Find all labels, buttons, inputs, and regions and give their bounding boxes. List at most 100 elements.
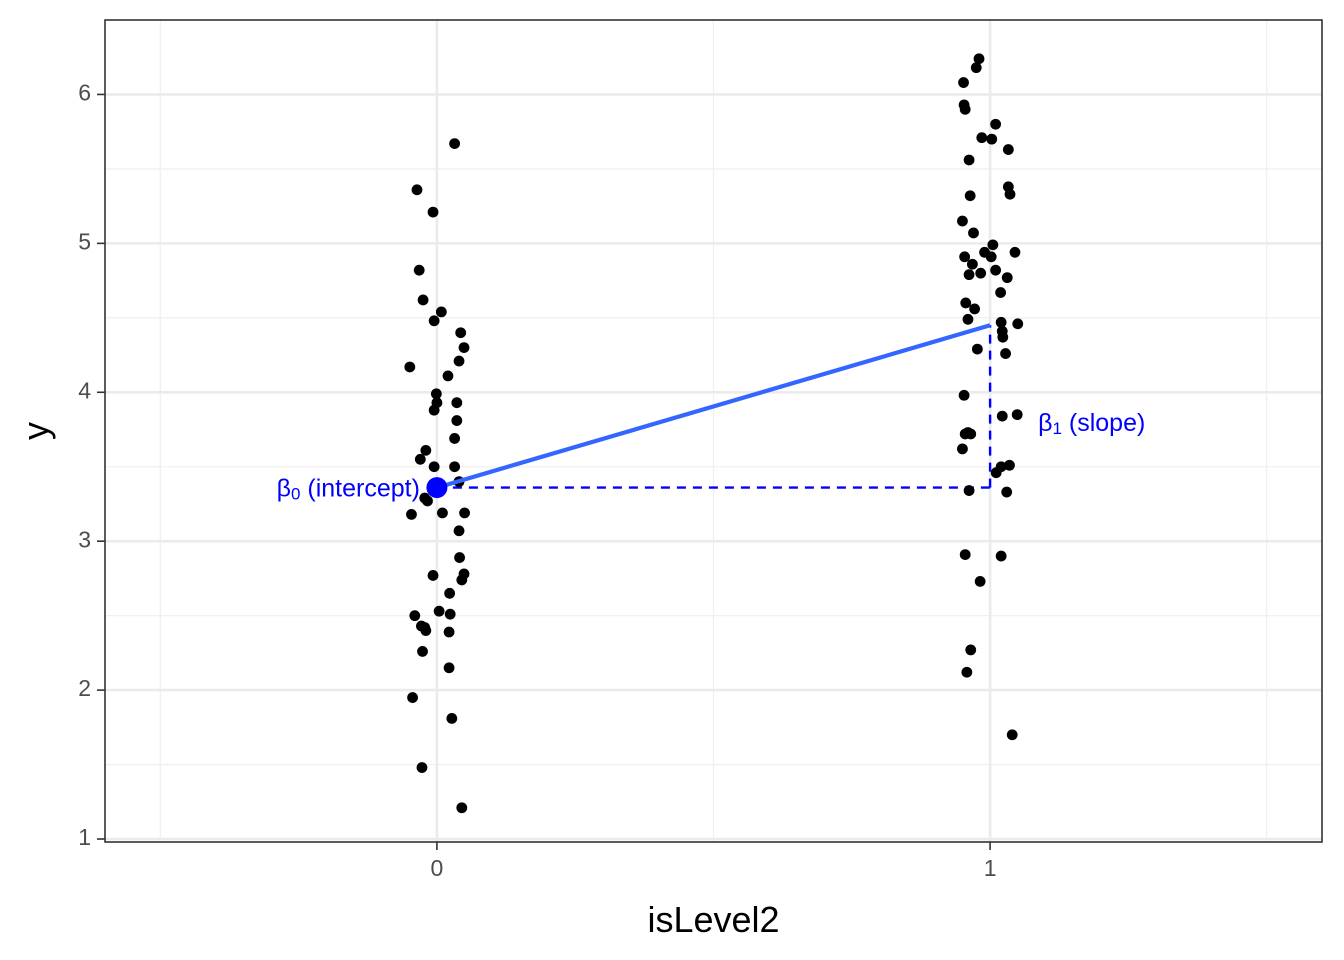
data-point (459, 507, 470, 519)
minor-grid (105, 20, 1322, 842)
intercept-label: β0 (intercept) (277, 474, 420, 504)
data-point (453, 355, 465, 367)
data-point (1006, 729, 1018, 741)
data-point (995, 316, 1007, 328)
data-point (990, 264, 1002, 276)
y-tick-label: 2 (78, 675, 91, 701)
data-point (986, 133, 998, 145)
data-point (451, 397, 463, 409)
data-point (444, 608, 456, 620)
data-point (430, 388, 442, 400)
x-tick-label: 1 (984, 855, 997, 881)
data-point (962, 313, 974, 325)
data-point (959, 549, 971, 560)
data-point (974, 576, 986, 587)
data-point (414, 453, 426, 465)
y-tick-label: 4 (78, 377, 91, 403)
axis-ticks (97, 93, 991, 850)
y-tick-label: 6 (78, 80, 91, 106)
data-point (428, 315, 440, 327)
data-point (963, 485, 975, 496)
data-point (427, 206, 439, 218)
data-point (971, 343, 983, 355)
data-point (427, 570, 439, 581)
data-point (985, 251, 997, 263)
data-point (1000, 348, 1011, 359)
data-point (456, 802, 468, 814)
data-point (420, 625, 432, 636)
data-point (1009, 246, 1021, 258)
data-point (995, 550, 1007, 562)
data-point (959, 251, 971, 263)
data-point (422, 495, 433, 507)
axis-tick-labels: 1 2 3 4 5 6 0 1 (78, 80, 996, 881)
data-point (958, 77, 969, 88)
data-point (413, 264, 425, 276)
data-point (976, 132, 988, 144)
data-point (437, 507, 448, 519)
data-point (456, 574, 468, 586)
data-points (404, 53, 1024, 814)
data-point (417, 645, 428, 657)
y-tick-label: 1 (78, 824, 91, 850)
data-point (1004, 188, 1016, 200)
y-axis-title: y (15, 422, 56, 440)
data-point (1004, 459, 1015, 471)
data-point (404, 361, 416, 373)
data-point (449, 461, 461, 473)
data-point (428, 461, 440, 473)
data-point (433, 605, 445, 617)
data-point (996, 410, 1008, 422)
data-point (965, 428, 977, 440)
data-point (969, 303, 981, 315)
data-point (963, 269, 975, 281)
data-point (997, 331, 1009, 343)
data-point (990, 118, 1002, 130)
data-point (975, 267, 987, 279)
data-point (458, 342, 470, 354)
data-point (959, 103, 971, 115)
data-point (420, 444, 432, 456)
data-point (965, 644, 977, 656)
x-axis-title: isLevel2 (647, 899, 779, 940)
data-point (428, 404, 440, 416)
data-point (416, 762, 428, 773)
data-point (451, 415, 463, 426)
data-point (407, 692, 418, 703)
data-point (449, 138, 461, 149)
data-point (957, 215, 968, 227)
data-point (442, 370, 454, 382)
data-point (973, 53, 985, 65)
data-point (995, 287, 1007, 298)
y-tick-label: 5 (78, 228, 91, 254)
data-point (443, 626, 455, 638)
major-grid (105, 20, 1322, 842)
slope-label: β1 (slope) (1038, 409, 1145, 439)
data-point (409, 610, 421, 622)
regression-line-group (436, 323, 991, 490)
data-point (1001, 272, 1013, 284)
data-point (455, 327, 467, 339)
intercept-point (426, 477, 448, 499)
data-point (970, 62, 982, 74)
data-point (444, 587, 456, 599)
data-point (1011, 409, 1023, 421)
regression-line (436, 323, 991, 490)
data-point (449, 433, 461, 444)
data-point (1001, 486, 1013, 498)
data-point (968, 227, 979, 239)
data-point (957, 443, 968, 455)
slope-guides (436, 325, 992, 489)
data-point (963, 154, 975, 166)
data-point (411, 184, 423, 196)
data-point (1002, 144, 1014, 155)
data-point (417, 294, 429, 306)
data-point (987, 239, 999, 251)
data-point (958, 389, 970, 401)
data-point (453, 525, 465, 537)
data-point (443, 662, 455, 674)
x-tick-label: 0 (431, 855, 444, 881)
data-point (435, 306, 447, 318)
